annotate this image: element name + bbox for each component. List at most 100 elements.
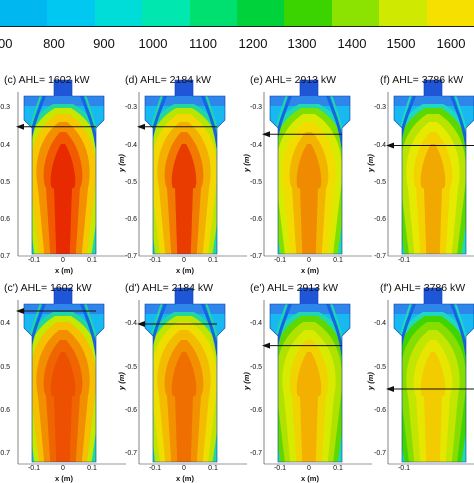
panel-title: (c') AHL= 1602 kW bbox=[4, 282, 92, 294]
y-tick-label: -0.3 bbox=[0, 104, 11, 111]
panel-title: (e) AHL= 2913 kW bbox=[250, 74, 337, 86]
x-tick-label: 0.1 bbox=[333, 465, 343, 472]
y-tick-label: -0.5 bbox=[250, 364, 263, 371]
y-tick-label: -0.4 bbox=[374, 142, 387, 149]
x-tick-label: -0.1 bbox=[148, 257, 162, 264]
y-axis-label: y (m) bbox=[366, 372, 375, 390]
y-tick-label: -0.4 bbox=[250, 142, 263, 149]
x-axis-label: x (m) bbox=[301, 266, 319, 275]
x-tick-label: -0.1 bbox=[27, 465, 41, 472]
y-tick-label: -0.4 bbox=[125, 142, 138, 149]
colorbar-tick-label: 00 bbox=[0, 36, 13, 51]
contour-plot bbox=[386, 79, 474, 257]
colorbar-segment bbox=[426, 0, 474, 26]
y-tick-label: -0.6 bbox=[250, 216, 263, 223]
x-axis-label: x (m) bbox=[176, 266, 194, 275]
colorbar-tick-label: 1500 bbox=[386, 36, 416, 51]
position-arrow bbox=[386, 142, 474, 149]
x-tick-label: 0 bbox=[182, 257, 186, 264]
contour-panel: (c') AHL= 1602 kW -0.4 -0.5 -0.6 -0.7 -0.1 0 0.… bbox=[0, 282, 126, 483]
y-tick-label: -0.5 bbox=[0, 364, 11, 371]
x-tick-label: -0.1 bbox=[397, 465, 411, 472]
contour-panel: (f') AHL= 3786 kW -0.4 -0.5 -0.6 -0.7 y (m) -0… bbox=[366, 282, 474, 472]
y-tick-label: -0.5 bbox=[374, 364, 387, 371]
panel-title: (f) AHL= 3786 kW bbox=[380, 74, 464, 86]
y-axis-label: y (m) bbox=[242, 372, 251, 390]
y-tick-label: -0.7 bbox=[374, 253, 387, 260]
y-tick-label: -0.7 bbox=[250, 450, 263, 457]
contour-plot bbox=[262, 79, 372, 257]
x-tick-label: 0.1 bbox=[87, 465, 97, 472]
y-tick-label: -0.7 bbox=[250, 253, 263, 260]
y-tick-label: -0.5 bbox=[125, 364, 138, 371]
y-tick-label: -0.6 bbox=[0, 216, 11, 223]
x-tick-label: -0.1 bbox=[273, 465, 287, 472]
x-tick-label: 0 bbox=[182, 465, 186, 472]
x-tick-label: 0.1 bbox=[333, 257, 343, 264]
panel-title: (f') AHL= 3786 kW bbox=[380, 282, 466, 294]
y-tick-label: -0.4 bbox=[374, 320, 387, 327]
panel-title: (c) AHL= 1602 kW bbox=[4, 74, 90, 86]
contour-plot bbox=[137, 287, 247, 465]
x-tick-label: 0 bbox=[61, 257, 65, 264]
x-tick-label: 0 bbox=[61, 465, 65, 472]
y-tick-label: -0.5 bbox=[125, 179, 138, 186]
colorbar-tick-label: 1600 bbox=[436, 36, 466, 51]
position-arrow bbox=[386, 385, 474, 392]
position-arrow bbox=[262, 342, 342, 349]
position-arrow bbox=[262, 131, 342, 138]
x-tick-label: -0.1 bbox=[273, 257, 287, 264]
y-tick-label: -0.5 bbox=[0, 179, 11, 186]
y-tick-label: -0.6 bbox=[250, 407, 263, 414]
y-tick-label: -0.3 bbox=[374, 104, 387, 111]
y-tick-label: -0.6 bbox=[374, 407, 387, 414]
y-tick-label: -0.7 bbox=[374, 450, 387, 457]
colorbar-segment bbox=[142, 0, 191, 26]
panel-title: (e') AHL= 2913 kW bbox=[250, 282, 339, 294]
position-arrow bbox=[137, 321, 217, 327]
colorbar-segment bbox=[237, 0, 286, 26]
y-tick-label: -0.5 bbox=[250, 179, 263, 186]
x-tick-label: 0.1 bbox=[208, 465, 218, 472]
y-tick-label: -0.6 bbox=[125, 407, 138, 414]
x-tick-label: 0.1 bbox=[87, 257, 97, 264]
y-tick-label: -0.6 bbox=[374, 216, 387, 223]
y-tick-label: -0.4 bbox=[0, 142, 11, 149]
y-tick-label: -0.4 bbox=[250, 320, 263, 327]
x-axis-label: x (m) bbox=[55, 474, 73, 483]
y-tick-label: -0.3 bbox=[125, 104, 138, 111]
contour-panel: (e') AHL= 2913 kW -0.4 -0.5 -0.6 -0.7 y (m) -0… bbox=[242, 282, 372, 483]
y-tick-label: -0.6 bbox=[0, 407, 11, 414]
y-axis-label: y (m) bbox=[366, 154, 375, 172]
x-tick-label: 0.1 bbox=[208, 257, 218, 264]
y-axis-label: y (m) bbox=[117, 154, 126, 172]
x-axis-label: x (m) bbox=[176, 474, 194, 483]
y-tick-label: -0.7 bbox=[125, 450, 138, 457]
colorbar-tick-label: 1200 bbox=[238, 36, 268, 51]
x-tick-label: 0 bbox=[307, 257, 311, 264]
contour-plot bbox=[386, 287, 474, 465]
contour-plot bbox=[137, 79, 247, 257]
position-arrow bbox=[16, 308, 96, 315]
y-tick-label: -0.7 bbox=[0, 253, 11, 260]
contour-plot bbox=[16, 287, 126, 465]
x-tick-label: -0.1 bbox=[397, 257, 411, 264]
y-tick-label: -0.4 bbox=[125, 320, 138, 327]
colorbar-segment bbox=[47, 0, 96, 26]
contour-panel: (d) AHL= 2184 kW -0.3 -0.4 -0.5 -0.6 -0.7 y (m… bbox=[117, 74, 247, 275]
y-tick-label: -0.5 bbox=[374, 179, 387, 186]
x-axis-label: x (m) bbox=[301, 474, 319, 483]
colorbar-tick-label: 1100 bbox=[189, 36, 217, 51]
colorbar bbox=[0, 0, 474, 27]
colorbar-tick-label: 1400 bbox=[337, 36, 367, 51]
contour-panel: (d') AHL= 2184 kW -0.4 -0.5 -0.6 -0.7 y (m) -0… bbox=[117, 282, 247, 483]
y-tick-label: -0.7 bbox=[125, 253, 138, 260]
y-tick-label: -0.6 bbox=[125, 216, 138, 223]
position-arrow bbox=[137, 123, 217, 130]
contour-plot bbox=[16, 79, 126, 257]
colorbar-tick-label: 900 bbox=[93, 36, 115, 51]
panel-title: (d) AHL= 2184 kW bbox=[125, 74, 212, 86]
colorbar-tick-label: 1300 bbox=[287, 36, 317, 51]
y-tick-label: -0.7 bbox=[0, 450, 11, 457]
contour-plot bbox=[262, 287, 372, 465]
